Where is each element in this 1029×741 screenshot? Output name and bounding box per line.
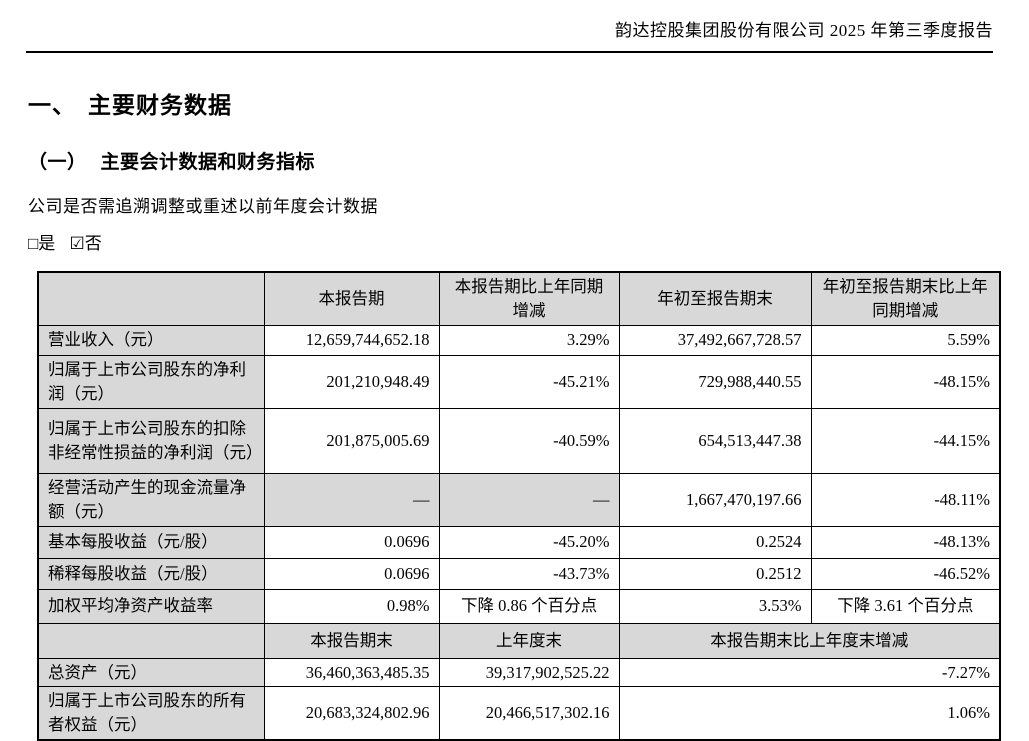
value-yoy: 下降 0.86 个百分点 xyxy=(438,588,620,624)
value-current: 201,875,005.69 xyxy=(263,407,440,474)
value-ytd-yoy: -48.11% xyxy=(810,472,1001,527)
value-yoy: -40.59% xyxy=(438,407,620,474)
table-row-net-profit-excl-nonrecurring: 归属于上市公司股东的扣除非经常性损益的净利润（元） 201,875,005.69… xyxy=(37,407,1001,474)
value-yoy: -45.20% xyxy=(438,525,620,559)
header-cell-ytd: 年初至报告期末 xyxy=(618,271,812,326)
value-change: -7.27% xyxy=(618,657,1001,688)
value-ytd: 0.2524 xyxy=(618,525,812,559)
subsection-number: （一） xyxy=(28,152,87,173)
table-row-equity: 归属于上市公司股东的所有者权益（元） 20,683,324,802.96 20,… xyxy=(37,686,1001,741)
report-page: 韵达控股集团股份有限公司 2025 年第三季度报告 一、 主要财务数据 （一） 主要… xyxy=(26,0,1001,741)
value-yoy: 3.29% xyxy=(438,324,620,356)
value-current: 12,659,744,652.18 xyxy=(263,324,440,356)
row-label: 经营活动产生的现金流量净额（元） xyxy=(37,472,265,527)
restatement-question: 公司是否需追溯调整或重述以前年度会计数据 xyxy=(28,197,378,216)
checkbox-yes: □是 xyxy=(28,234,56,253)
row-label: 营业收入（元） xyxy=(37,324,265,356)
value-ytd: 0.2512 xyxy=(618,557,812,590)
subsection-heading: （一） 主要会计数据和财务指标 xyxy=(28,147,993,174)
header-cell-prev-year-end: 上年度末 xyxy=(438,622,620,659)
header-cell-yoy-change: 本报告期比上年同期增减 xyxy=(438,271,620,326)
value-ytd: 1,667,470,197.66 xyxy=(618,472,812,527)
header-divider xyxy=(26,51,993,53)
table-row-net-profit: 归属于上市公司股东的净利润（元） 201,210,948.49 -45.21% … xyxy=(37,354,1001,409)
value-current-dash: — xyxy=(263,472,440,527)
row-label: 总资产（元） xyxy=(37,657,265,688)
subsection-title: 主要会计数据和财务指标 xyxy=(100,152,316,173)
value-ytd-yoy: -46.52% xyxy=(810,557,1001,590)
header-cell-ytd-yoy-change: 年初至报告期末比上年同期增减 xyxy=(810,271,1001,326)
table-header-row-period-end: 本报告期末 上年度末 本报告期末比上年度末增减 xyxy=(37,622,1001,659)
value-ytd-yoy: -44.15% xyxy=(810,407,1001,474)
row-label: 加权平均净资产收益率 xyxy=(37,588,265,624)
value-prev-year-end: 39,317,902,525.22 xyxy=(438,657,620,688)
value-current: 0.0696 xyxy=(263,525,440,559)
header-cell-blank xyxy=(37,271,265,326)
table-header-row-period: 本报告期 本报告期比上年同期增减 年初至报告期末 年初至报告期末比上年同期增减 xyxy=(37,271,1001,326)
value-current: 0.0696 xyxy=(263,557,440,590)
value-ytd: 3.53% xyxy=(618,588,812,624)
checkbox-no-checked: ☑否 xyxy=(69,234,102,253)
value-ytd-yoy: 5.59% xyxy=(810,324,1001,356)
value-ytd: 37,492,667,728.57 xyxy=(618,324,812,356)
value-period-end: 36,460,363,485.35 xyxy=(263,657,440,688)
value-current: 201,210,948.49 xyxy=(263,354,440,409)
header-cell-current-period: 本报告期 xyxy=(263,271,440,326)
financial-data-table: 本报告期 本报告期比上年同期增减 年初至报告期末 年初至报告期末比上年同期增减 … xyxy=(37,271,1001,741)
value-ytd-yoy: 下降 3.61 个百分点 xyxy=(810,588,1001,624)
table-row-weighted-roe: 加权平均净资产收益率 0.98% 下降 0.86 个百分点 3.53% 下降 3… xyxy=(37,588,1001,624)
header-cell-period-end-change: 本报告期末比上年度末增减 xyxy=(618,622,1001,659)
checkbox-line: □是 ☑否 xyxy=(28,229,993,254)
value-change: 1.06% xyxy=(618,686,1001,741)
table-row-total-assets: 总资产（元） 36,460,363,485.35 39,317,902,525.… xyxy=(37,657,1001,688)
row-label: 归属于上市公司股东的净利润（元） xyxy=(37,354,265,409)
value-prev-year-end: 20,466,517,302.16 xyxy=(438,686,620,741)
header-cell-blank xyxy=(37,622,265,659)
row-label: 稀释每股收益（元/股） xyxy=(37,557,265,590)
doc-title: 韵达控股集团股份有限公司 2025 年第三季度报告 xyxy=(615,21,993,40)
table-row-diluted-eps: 稀释每股收益（元/股） 0.0696 -43.73% 0.2512 -46.52… xyxy=(37,557,1001,590)
value-current: 0.98% xyxy=(263,588,440,624)
row-label: 归属于上市公司股东的扣除非经常性损益的净利润（元） xyxy=(37,407,265,474)
table-row-basic-eps: 基本每股收益（元/股） 0.0696 -45.20% 0.2524 -48.13… xyxy=(37,525,1001,559)
value-yoy-dash: — xyxy=(438,472,620,527)
section-heading: 一、 主要财务数据 xyxy=(28,86,993,120)
value-ytd: 729,988,440.55 xyxy=(618,354,812,409)
value-ytd-yoy: -48.13% xyxy=(810,525,1001,559)
value-period-end: 20,683,324,802.96 xyxy=(263,686,440,741)
value-ytd-yoy: -48.15% xyxy=(810,354,1001,409)
header-cell-period-end: 本报告期末 xyxy=(263,622,440,659)
row-label: 归属于上市公司股东的所有者权益（元） xyxy=(37,686,265,741)
section-title: 主要财务数据 xyxy=(88,93,232,118)
value-ytd: 654,513,447.38 xyxy=(618,407,812,474)
value-yoy: -45.21% xyxy=(438,354,620,409)
section-number: 一、 xyxy=(28,93,76,118)
row-label: 基本每股收益（元/股） xyxy=(37,525,265,559)
value-yoy: -43.73% xyxy=(438,557,620,590)
table-row-operating-cash-flow: 经营活动产生的现金流量净额（元） — — 1,667,470,197.66 -4… xyxy=(37,472,1001,527)
table-row-revenue: 营业收入（元） 12,659,744,652.18 3.29% 37,492,6… xyxy=(37,324,1001,356)
